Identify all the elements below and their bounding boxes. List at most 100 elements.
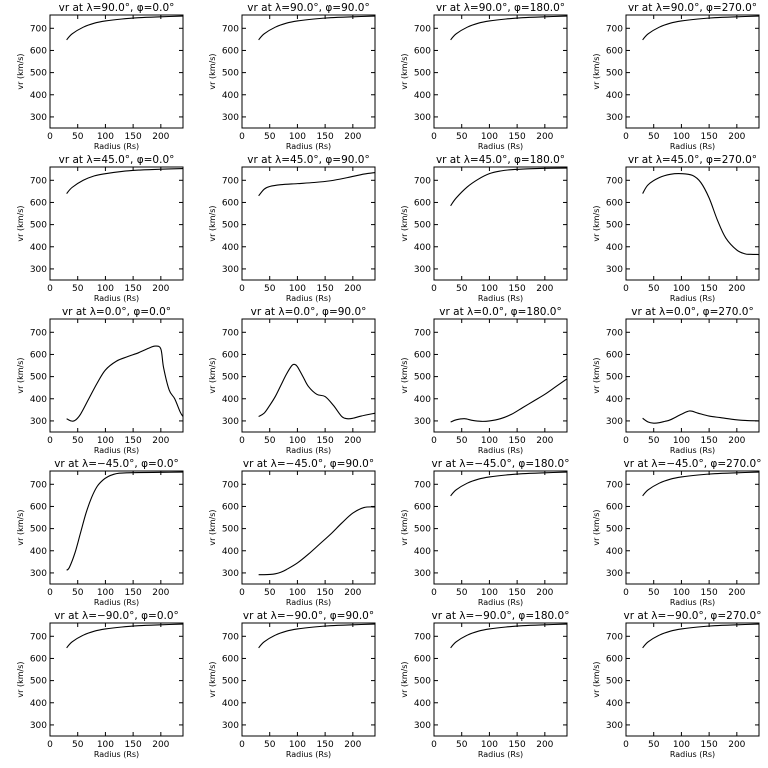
y-axis-label: vr (km/s) — [592, 661, 601, 697]
chart-panel-6: vr at λ=45.0°, φ=90.0° 0 50 100 150 200 300 400… — [208, 154, 376, 303]
chart-title: vr at λ=−90.0°, φ=90.0° — [243, 610, 374, 622]
chart-title: vr at λ=0.0°, φ=270.0° — [631, 306, 753, 318]
chart-panel-4: vr at λ=90.0°, φ=270.0° 0 50 100 150 200 300 40… — [592, 2, 760, 151]
y-axis-label: vr (km/s) — [16, 661, 25, 697]
plot-frame — [433, 470, 568, 585]
y-tick-label: 700 — [606, 176, 623, 186]
y-tick-label: 500 — [222, 221, 239, 231]
x-tick-label: 200 — [344, 436, 361, 446]
y-tick-label: 300 — [414, 569, 431, 579]
chart-title: vr at λ=−45.0°, φ=180.0° — [432, 458, 570, 470]
chart-panel-2: vr at λ=90.0°, φ=90.0° 0 50 100 150 200 300 400… — [208, 2, 376, 151]
y-tick-label: 700 — [414, 632, 431, 642]
velocity-series-line — [66, 168, 184, 194]
chart-title: vr at λ=45.0°, φ=0.0° — [59, 154, 175, 166]
x-tick-label: 0 — [431, 740, 437, 750]
plot-frame — [241, 166, 376, 281]
y-tick-label: 600 — [414, 198, 431, 208]
y-axis-label: vr (km/s) — [16, 509, 25, 545]
y-tick-label: 500 — [606, 677, 623, 687]
y-tick-label: 500 — [414, 69, 431, 79]
chart-panel-12: vr at λ=0.0°, φ=270.0° 0 50 100 150 200 300 400… — [592, 306, 760, 455]
chart-panel-18: vr at λ=−90.0°, φ=90.0° 0 50 100 150 200 300 40… — [208, 610, 376, 759]
plot-frame — [625, 166, 760, 281]
chart-panel-8: vr at λ=45.0°, φ=270.0° 0 50 100 150 200 300 40… — [592, 154, 760, 303]
y-tick-label: 400 — [30, 91, 47, 101]
x-tick-label: 100 — [289, 132, 306, 142]
plot-frame — [49, 470, 184, 585]
x-tick-label: 0 — [431, 132, 437, 142]
y-axis-label: vr (km/s) — [400, 661, 409, 697]
x-tick-label: 150 — [317, 740, 334, 750]
x-tick-label: 200 — [344, 284, 361, 294]
y-tick-label: 600 — [414, 654, 431, 664]
plot-frame — [49, 166, 184, 281]
x-axis-label: Radius (Rs) — [478, 598, 523, 607]
velocity-series-line — [66, 623, 184, 649]
velocity-series-line — [450, 471, 568, 497]
plot-frame — [433, 622, 568, 737]
x-tick-label: 50 — [648, 588, 660, 598]
y-tick-label: 600 — [414, 46, 431, 56]
x-tick-label: 0 — [239, 436, 245, 446]
x-tick-label: 50 — [72, 436, 84, 446]
x-tick-label: 200 — [152, 588, 169, 598]
x-axis-label: Radius (Rs) — [286, 750, 331, 759]
x-tick-label: 50 — [456, 740, 468, 750]
x-tick-label: 150 — [317, 284, 334, 294]
velocity-series-line — [450, 623, 568, 649]
x-axis-label: Radius (Rs) — [94, 142, 139, 151]
chart-panel-16: vr at λ=−45.0°, φ=270.0° 0 50 100 150 200 300 4… — [592, 458, 761, 607]
x-tick-label: 150 — [317, 132, 334, 142]
y-tick-label: 700 — [222, 176, 239, 186]
y-axis-label: vr (km/s) — [400, 53, 409, 89]
y-tick-label: 400 — [606, 547, 623, 557]
x-tick-label: 100 — [289, 588, 306, 598]
velocity-series-line — [258, 363, 376, 420]
y-axis-label: vr (km/s) — [592, 53, 601, 89]
x-tick-label: 0 — [239, 132, 245, 142]
y-tick-label: 700 — [606, 480, 623, 490]
chart-panel-10: vr at λ=0.0°, φ=90.0° 0 50 100 150 200 300 400 5… — [208, 306, 376, 455]
x-tick-label: 100 — [673, 132, 690, 142]
plot-frame — [433, 166, 568, 281]
x-tick-label: 150 — [509, 284, 526, 294]
plot-frame — [625, 470, 760, 585]
y-tick-label: 300 — [222, 417, 239, 427]
x-tick-label: 150 — [701, 588, 718, 598]
x-tick-label: 200 — [152, 740, 169, 750]
y-tick-label: 500 — [222, 373, 239, 383]
x-tick-label: 200 — [536, 284, 553, 294]
x-tick-label: 200 — [728, 436, 745, 446]
y-tick-label: 300 — [30, 721, 47, 731]
plot-frame — [625, 622, 760, 737]
y-tick-label: 400 — [414, 699, 431, 709]
x-tick-label: 200 — [152, 436, 169, 446]
x-axis-label: Radius (Rs) — [94, 294, 139, 303]
y-tick-label: 700 — [30, 632, 47, 642]
y-tick-label: 700 — [30, 328, 47, 338]
x-tick-label: 0 — [239, 284, 245, 294]
chart-title: vr at λ=90.0°, φ=180.0° — [436, 2, 565, 14]
y-tick-label: 500 — [414, 373, 431, 383]
x-tick-label: 100 — [481, 284, 498, 294]
y-tick-label: 400 — [30, 699, 47, 709]
chart-panel-11: vr at λ=0.0°, φ=180.0° 0 50 100 150 200 300 400… — [400, 306, 568, 455]
velocity-series-line — [450, 15, 568, 41]
y-tick-label: 300 — [606, 265, 623, 275]
y-axis-label: vr (km/s) — [592, 357, 601, 393]
chart-panel-20: vr at λ=−90.0°, φ=270.0° 0 50 100 150 200 300 4… — [592, 610, 761, 759]
x-tick-label: 150 — [125, 436, 142, 446]
velocity-series-line — [258, 171, 376, 197]
y-tick-label: 700 — [30, 176, 47, 186]
chart-title: vr at λ=−90.0°, φ=180.0° — [432, 610, 570, 622]
y-tick-label: 300 — [606, 721, 623, 731]
x-tick-label: 50 — [264, 588, 276, 598]
y-tick-label: 500 — [30, 373, 47, 383]
y-tick-label: 700 — [222, 24, 239, 34]
x-tick-label: 150 — [701, 740, 718, 750]
chart-title: vr at λ=45.0°, φ=180.0° — [436, 154, 565, 166]
chart-panel-14: vr at λ=−45.0°, φ=90.0° 0 50 100 150 200 300 40… — [208, 458, 376, 607]
x-axis-label: Radius (Rs) — [478, 446, 523, 455]
x-tick-label: 50 — [264, 284, 276, 294]
